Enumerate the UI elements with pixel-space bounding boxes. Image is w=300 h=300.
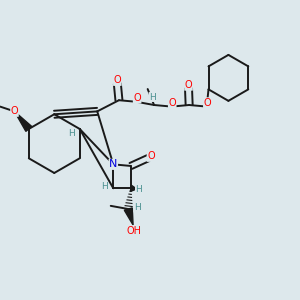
Text: H: H <box>136 185 142 194</box>
Polygon shape <box>130 185 136 191</box>
Text: O: O <box>11 106 18 116</box>
Text: OH: OH <box>127 226 142 236</box>
Text: O: O <box>133 93 141 103</box>
Text: H: H <box>68 129 75 138</box>
Text: O: O <box>185 80 192 90</box>
Text: H: H <box>101 182 108 191</box>
Text: H: H <box>149 92 156 101</box>
Text: O: O <box>203 98 211 108</box>
Text: O: O <box>147 152 155 161</box>
Text: O: O <box>113 75 121 85</box>
Polygon shape <box>124 208 133 225</box>
Polygon shape <box>14 111 32 131</box>
Text: H: H <box>134 203 141 212</box>
Text: N: N <box>109 159 118 170</box>
Text: O: O <box>168 98 176 108</box>
